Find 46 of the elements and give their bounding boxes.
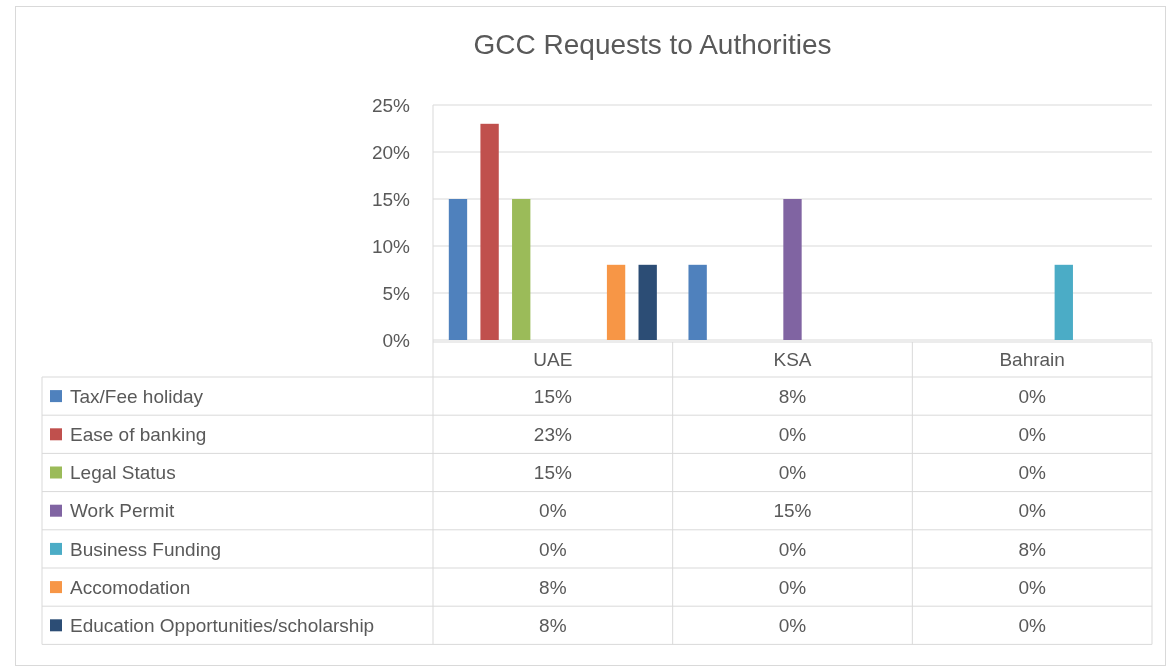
- legend-label: Accomodation: [70, 576, 191, 598]
- data-label: 8%: [778, 385, 807, 407]
- legend-label: Education Opportunities/scholarship: [70, 614, 375, 636]
- data-label: 8%: [1018, 538, 1046, 560]
- data-label: 0%: [778, 576, 807, 598]
- y-tick-label: 10%: [371, 235, 411, 257]
- y-tick-label: 15%: [371, 188, 411, 210]
- legend-label: Ease of banking: [70, 423, 207, 445]
- data-label: 0%: [1018, 423, 1046, 445]
- bar: [1054, 264, 1073, 340]
- data-label: 8%: [539, 614, 567, 636]
- x-tick-label: Bahrain: [999, 349, 1065, 371]
- data-label: 0%: [539, 500, 567, 522]
- data-label: 0%: [1018, 500, 1046, 522]
- data-label: 0%: [778, 462, 807, 484]
- legend-label: Business Funding: [70, 538, 222, 560]
- data-label: 15%: [773, 500, 812, 522]
- data-label: 15%: [533, 462, 572, 484]
- data-label: 0%: [1018, 385, 1046, 407]
- bar: [448, 199, 468, 340]
- x-tick-label: KSA: [773, 349, 812, 371]
- bar: [606, 264, 626, 340]
- legend-label: Work Permit: [70, 500, 175, 522]
- bar: [688, 264, 707, 340]
- bar: [512, 199, 531, 340]
- bar: [480, 123, 499, 340]
- bar: [783, 199, 802, 340]
- legend-label: Legal Status: [70, 462, 176, 484]
- data-label: 0%: [778, 614, 807, 636]
- y-tick-label: 20%: [371, 141, 411, 163]
- bar: [638, 264, 657, 340]
- data-label: 0%: [1018, 614, 1046, 636]
- data-label: 0%: [1018, 462, 1046, 484]
- data-label: 0%: [1018, 576, 1046, 598]
- x-tick-label: UAE: [533, 349, 573, 371]
- data-label: 0%: [778, 423, 807, 445]
- y-tick-label: 0%: [382, 329, 411, 351]
- chart-title: GCC Requests to Authorities: [473, 29, 832, 60]
- data-label: 0%: [778, 538, 807, 560]
- data-label: 23%: [533, 423, 572, 445]
- y-tick-label: 25%: [371, 94, 411, 116]
- legend-label: Tax/Fee holiday: [70, 385, 204, 407]
- data-label: 8%: [539, 576, 567, 598]
- y-tick-label: 5%: [382, 282, 411, 304]
- data-label: 0%: [539, 538, 567, 560]
- data-label: 15%: [533, 385, 572, 407]
